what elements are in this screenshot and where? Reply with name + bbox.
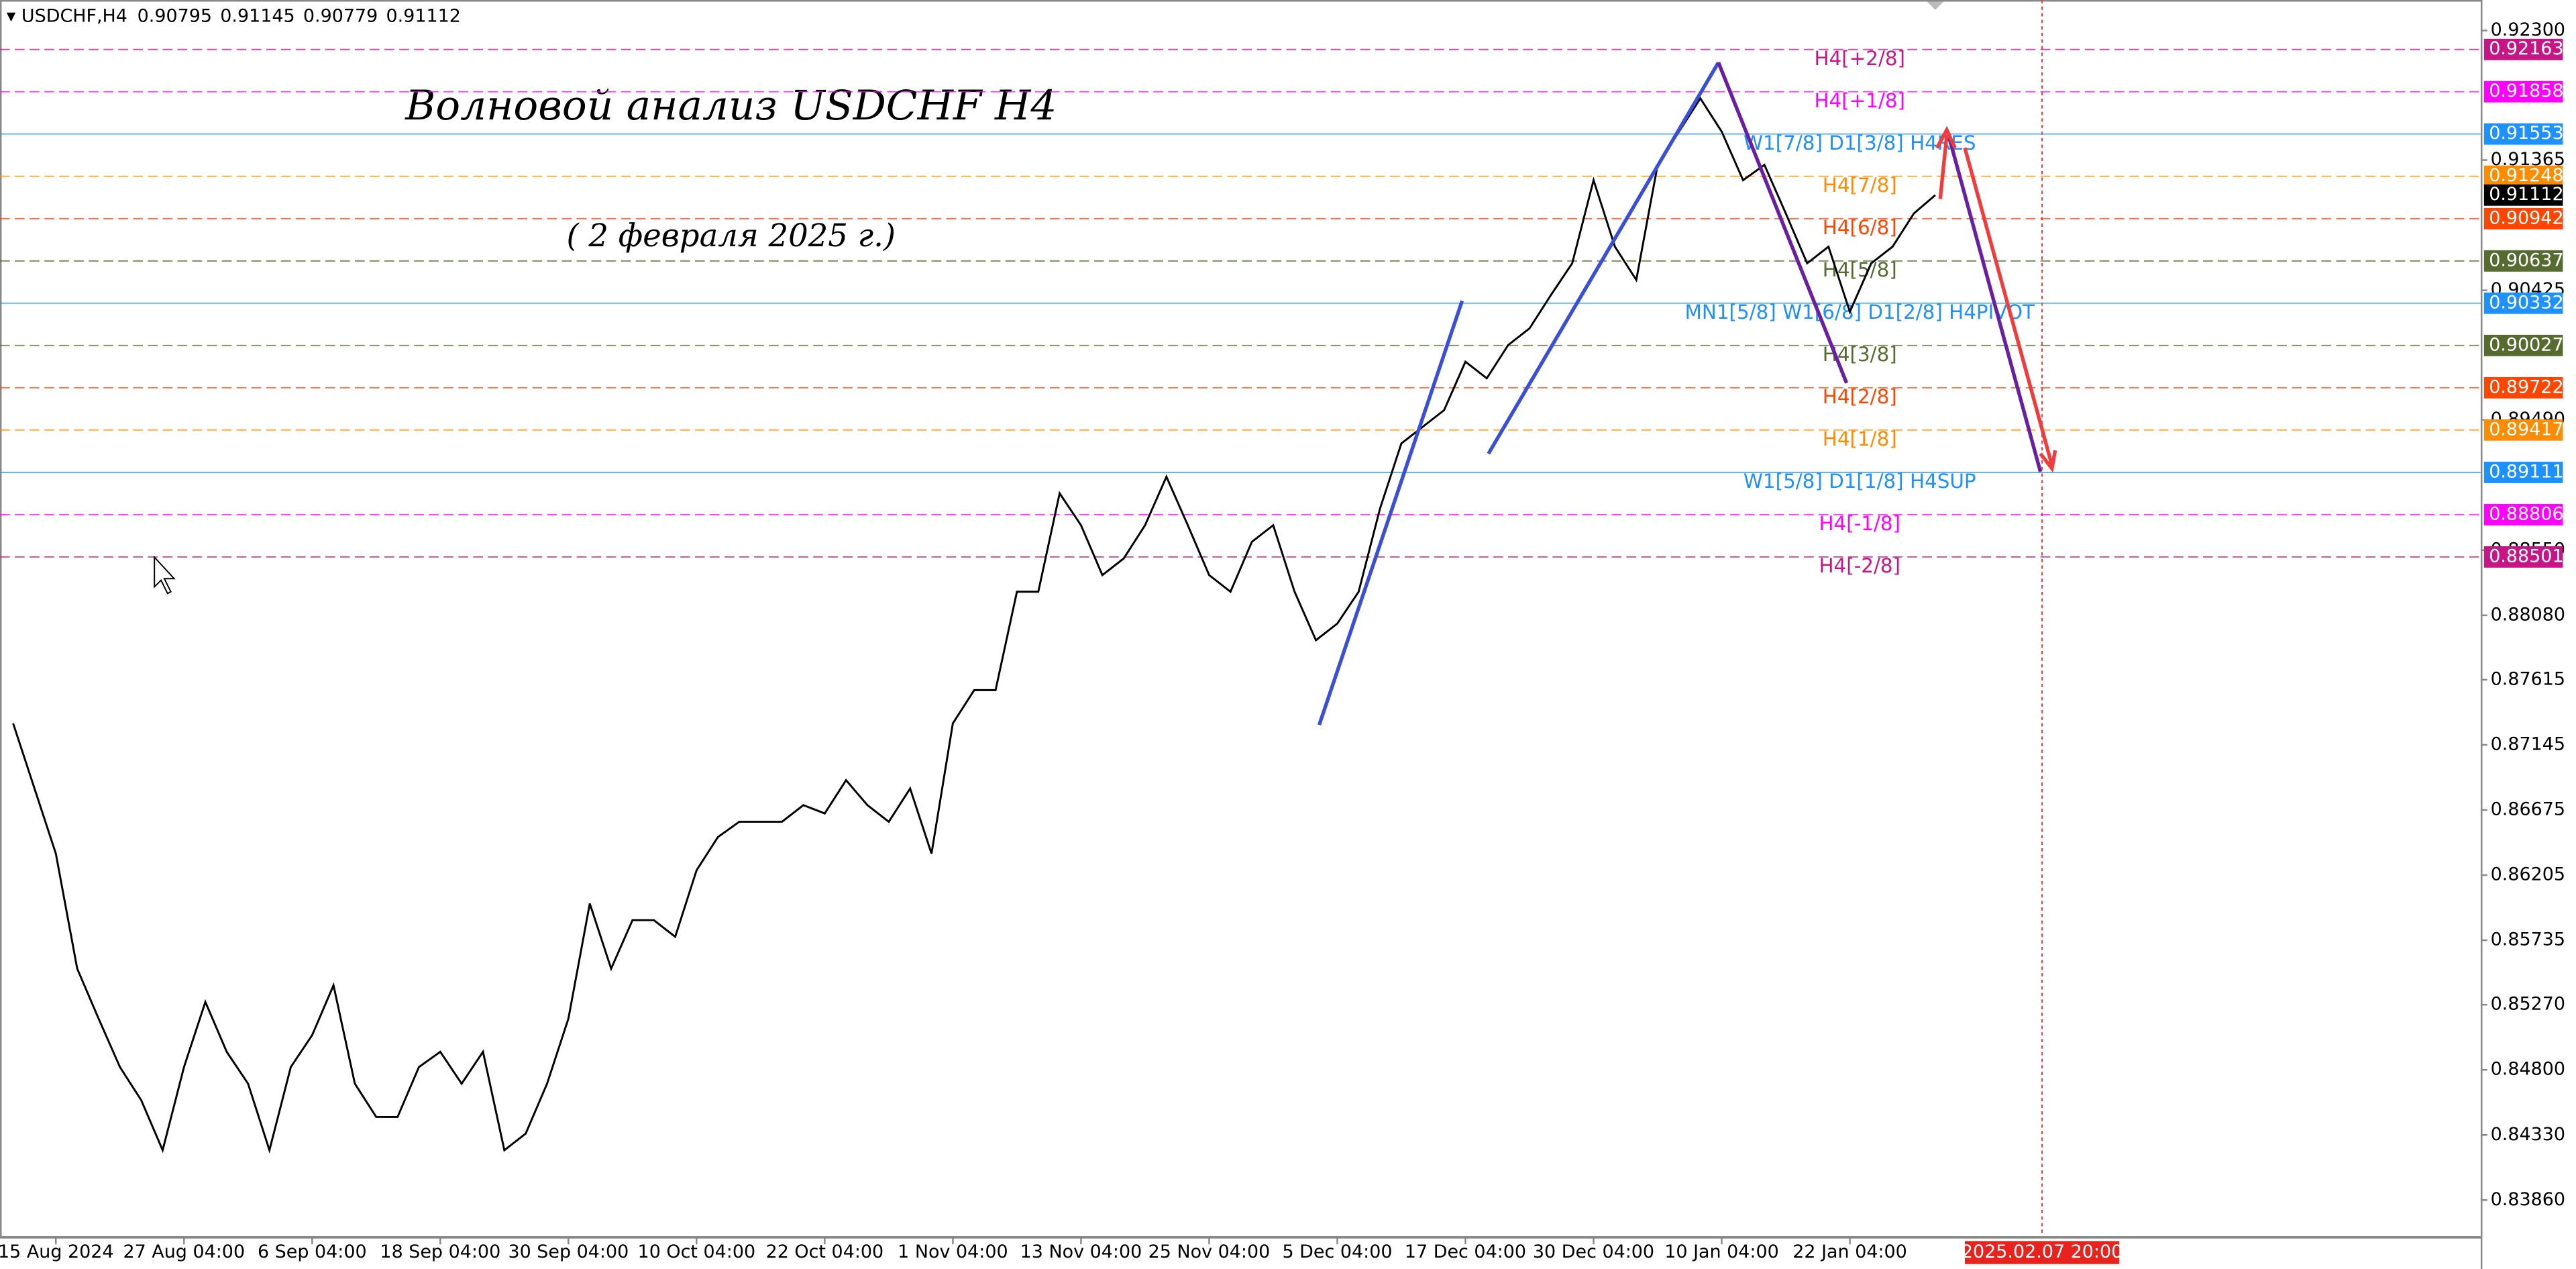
scroll-marker xyxy=(1927,1,1944,10)
price-tag-label: 0.91248 xyxy=(2489,165,2563,186)
price-tag-label: 0.89417 xyxy=(2489,419,2563,440)
trend-line xyxy=(1487,61,1720,455)
x-tick-label: 10 Jan 04:00 xyxy=(1664,1241,1779,1262)
level-label: W1[5/8] D1[1/8] H4SUP xyxy=(1743,470,1976,493)
chart-title: Волновой анализ USDCHF H4 xyxy=(405,82,1057,130)
arrowhead xyxy=(2039,450,2057,473)
y-tick-label: 0.86675 xyxy=(2491,799,2565,820)
high: 0.91145 xyxy=(220,5,294,26)
price-tag xyxy=(2483,376,2563,399)
level-label: W1[7/8] D1[3/8] H4RES xyxy=(1743,132,1976,154)
price-tag xyxy=(2483,334,2563,356)
price-tag-label: 0.92163 xyxy=(2489,38,2563,59)
level-label: H4[2/8] xyxy=(1823,385,1897,408)
wave-drawings xyxy=(1317,61,2057,726)
x-tick-label: 25 Nov 04:00 xyxy=(1148,1241,1271,1262)
header: ▾ USDCHF,H4 0.90795 0.91145 0.90779 0.91112 xyxy=(7,5,461,26)
x-tick-label: 18 Sep 04:00 xyxy=(380,1241,500,1262)
time-marker-tag xyxy=(1964,1241,2120,1264)
x-tick-label: 27 Aug 04:00 xyxy=(123,1241,245,1262)
price-tag-label: 0.88501 xyxy=(2489,546,2563,566)
price-tag-label: 0.90027 xyxy=(2489,334,2563,355)
level-label: MN1[5/8] W1[6/8] D1[2/8] H4PIVOT xyxy=(1685,301,2035,323)
price-tag xyxy=(2483,123,2563,145)
close: 0.91112 xyxy=(386,5,461,26)
y-tick-label: 0.86205 xyxy=(2491,864,2565,885)
level-label: H4[+2/8] xyxy=(1814,47,1905,70)
x-tick-label: 30 Dec 04:00 xyxy=(1533,1241,1654,1262)
y-tick-label: 0.84800 xyxy=(2491,1059,2565,1080)
price-tag xyxy=(2483,546,2563,568)
open: 0.90795 xyxy=(138,5,212,26)
time-marker-label: 2025.02.07 20:00 xyxy=(1962,1241,2123,1262)
level-label: H4[-2/8] xyxy=(1819,554,1900,577)
price-tag-label: 0.90942 xyxy=(2489,207,2563,228)
y-tick-label: 0.92300 xyxy=(2491,19,2565,40)
y-tick-label: 0.87615 xyxy=(2491,668,2565,689)
trend-line xyxy=(1946,134,2043,472)
x-tick-label: 10 Oct 04:00 xyxy=(638,1241,756,1262)
y-tick-label: 0.85270 xyxy=(2491,994,2565,1015)
level-label: H4[7/8] xyxy=(1823,174,1897,197)
arrow xyxy=(1938,134,1949,199)
levels: H4[+2/8] H4[+1/8] W1[7/8] D1[3/8] H4RES H4[… xyxy=(0,47,2481,577)
price-tag-label: 0.91858 xyxy=(2489,81,2563,101)
low: 0.90779 xyxy=(303,5,378,26)
current-price-label: 0.91112 xyxy=(2489,184,2563,205)
x-tick-label: 6 Sep 04:00 xyxy=(258,1241,367,1262)
arrowhead xyxy=(1935,125,1957,149)
x-tick-label: 13 Nov 04:00 xyxy=(1020,1241,1142,1262)
triangle: ▾ xyxy=(7,5,21,26)
price-tag-label: 0.91553 xyxy=(2489,123,2563,144)
trend-line xyxy=(1717,62,1849,384)
price-tag xyxy=(2483,292,2563,314)
x-tick-label: 15 Aug 2024 xyxy=(0,1241,114,1262)
x-tick-label: 17 Dec 04:00 xyxy=(1405,1241,1526,1262)
level-label: H4[-1/8] xyxy=(1819,512,1900,535)
level-label: H4[1/8] xyxy=(1823,427,1897,450)
price-tag xyxy=(2483,250,2563,272)
symbol: USDCHF,H4 xyxy=(21,5,127,26)
x-tick-label: 22 Oct 04:00 xyxy=(766,1241,884,1262)
price-tag-label: 0.89722 xyxy=(2489,376,2563,397)
arrow xyxy=(1963,147,2054,466)
x-tick-label: 5 Dec 04:00 xyxy=(1282,1241,1392,1262)
price-tag xyxy=(2483,38,2563,60)
y-tick-label: 0.88080 xyxy=(2491,604,2565,625)
y-tick-label: 0.87145 xyxy=(2491,733,2565,754)
price-tag xyxy=(2483,207,2563,230)
price-tag xyxy=(2483,504,2563,525)
price-tag-label: 0.90332 xyxy=(2489,292,2563,313)
x-tick-label: 1 Nov 04:00 xyxy=(898,1241,1008,1262)
price-line xyxy=(12,96,1936,1154)
level-label: H4[6/8] xyxy=(1823,216,1897,239)
price-tag-label: 0.88806 xyxy=(2489,503,2563,524)
price-tag xyxy=(2483,81,2563,103)
price-tag xyxy=(2483,419,2563,441)
y-tick-label: 0.84330 xyxy=(2491,1124,2565,1145)
mouse-cursor xyxy=(154,555,176,595)
y-tick-label: 0.85735 xyxy=(2491,929,2565,950)
chart-subtitle: ( 2 февраля 2025 г.) xyxy=(567,217,896,254)
level-label: H4[5/8] xyxy=(1823,258,1897,281)
x-tick-label: 30 Sep 04:00 xyxy=(508,1241,629,1262)
price-tag xyxy=(2483,462,2563,483)
current-price-tag xyxy=(2483,184,2563,206)
x-tick-label: 22 Jan 04:00 xyxy=(1792,1241,1907,1262)
price-tag-label: 0.90637 xyxy=(2489,250,2563,270)
price-tag-label: 0.89111 xyxy=(2489,461,2563,482)
y-tick-label: 0.83860 xyxy=(2491,1189,2565,1210)
price-tag xyxy=(2483,165,2563,187)
price-line xyxy=(12,96,1936,1154)
trend-line xyxy=(1317,300,1464,726)
level-label: H4[+1/8] xyxy=(1814,89,1905,112)
